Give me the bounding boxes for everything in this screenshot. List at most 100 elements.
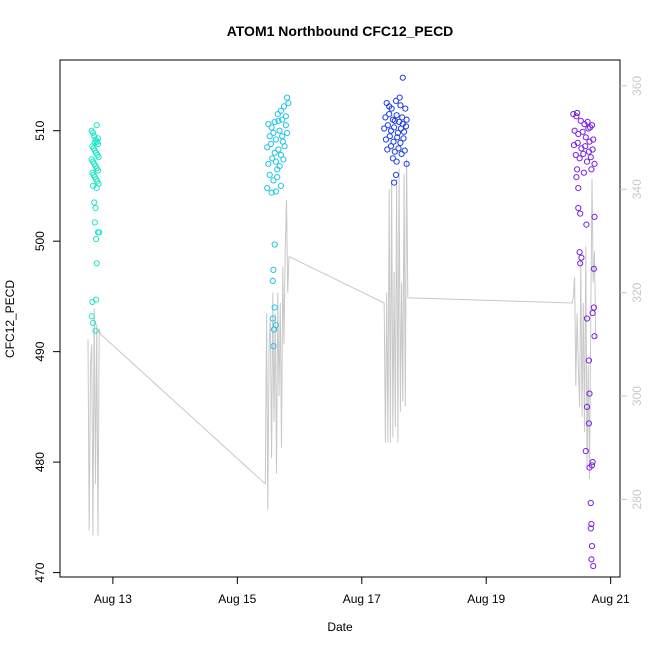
data-point-series-1: [93, 185, 100, 192]
data-point-series-2: [274, 166, 281, 173]
data-point-series-2: [277, 182, 284, 189]
data-point-series-2: [275, 146, 282, 153]
data-point-series-1: [93, 296, 100, 303]
right-axis-series-layer: [87, 158, 597, 536]
data-point-series-2: [279, 116, 286, 123]
data-point-series-4: [580, 150, 587, 157]
y-tick-label: 500: [33, 231, 47, 251]
data-point-series-4: [574, 139, 581, 146]
data-point-series-3: [399, 74, 406, 81]
data-point-series-1: [91, 219, 98, 226]
data-points-layer: [88, 74, 598, 570]
data-point-series-2: [279, 133, 286, 140]
data-point-series-1: [93, 235, 100, 243]
data-point-series-2: [267, 140, 274, 148]
data-point-series-4: [577, 260, 584, 267]
data-point-series-3: [382, 114, 389, 121]
data-point-series-3: [391, 179, 398, 186]
data-point-series-4: [586, 390, 593, 397]
data-point-series-1: [92, 327, 99, 334]
data-point-series-4: [585, 420, 593, 427]
data-point-series-3: [394, 129, 401, 136]
data-point-series-2: [279, 138, 286, 145]
data-point-series-4: [589, 146, 596, 153]
data-point-series-3: [401, 128, 408, 135]
data-point-series-4: [582, 448, 589, 455]
data-point-series-3: [394, 134, 401, 141]
x-axis-label: Date: [327, 620, 353, 634]
data-point-series-1: [93, 260, 100, 267]
data-point-series-2: [276, 127, 283, 134]
data-point-series-2: [272, 188, 279, 195]
data-point-series-4: [590, 562, 597, 570]
data-point-series-2: [268, 124, 275, 131]
data-point-series-4: [582, 143, 589, 150]
data-point-series-3: [392, 171, 400, 178]
data-point-series-4: [577, 210, 584, 217]
data-point-series-1: [93, 122, 100, 129]
y-tick-label: 510: [33, 120, 47, 140]
data-point-series-4: [580, 169, 588, 176]
data-point-series-4: [585, 357, 593, 364]
data-point-series-1: [91, 199, 98, 206]
data-point-series-3: [393, 112, 400, 119]
data-point-series-1: [89, 129, 97, 136]
x-tick-label: Aug 21: [592, 592, 630, 606]
data-point-series-2: [280, 156, 287, 163]
data-point-series-3: [392, 97, 400, 105]
data-point-series-4: [583, 158, 591, 165]
data-point-series-3: [395, 145, 402, 152]
x-tick-label: Aug 13: [94, 592, 132, 606]
data-point-series-2: [284, 129, 291, 136]
data-point-series-1: [96, 229, 103, 236]
data-point-series-2: [282, 122, 289, 129]
data-point-series-2: [270, 343, 277, 350]
data-point-series-4: [579, 128, 586, 135]
data-point-series-4: [576, 155, 583, 162]
data-point-series-3: [403, 116, 410, 123]
data-point-series-1: [89, 319, 97, 326]
data-point-series-4: [588, 556, 595, 563]
data-point-series-4: [583, 403, 591, 410]
data-point-series-4: [588, 166, 595, 173]
data-point-series-4: [586, 464, 593, 471]
data-point-series-4: [571, 127, 578, 134]
data-point-series-3: [384, 122, 391, 129]
data-point-series-2: [269, 155, 276, 162]
data-point-series-2: [266, 133, 273, 140]
data-point-series-2: [271, 241, 278, 248]
data-point-series-4: [588, 520, 595, 528]
data-point-series-4: [587, 499, 594, 507]
data-point-series-2: [280, 103, 288, 110]
data-point-series-4: [587, 525, 594, 532]
data-point-series-2: [265, 160, 272, 167]
data-point-series-3: [391, 148, 398, 155]
data-point-series-4: [591, 160, 598, 167]
data-point-series-2: [271, 304, 278, 311]
data-point-series-4: [587, 154, 594, 161]
x-tick-label: Aug 19: [467, 592, 505, 606]
data-point-series-2: [274, 111, 281, 118]
data-point-series-2: [268, 189, 275, 196]
x-tick-label: Aug 17: [343, 592, 381, 606]
data-point-series-4: [587, 124, 594, 131]
data-point-series-2: [271, 118, 278, 126]
y-tick-label: 480: [33, 452, 47, 472]
data-point-series-1: [94, 135, 102, 142]
data-point-series-4: [574, 166, 581, 173]
data-point-series-3: [401, 147, 408, 154]
data-point-series-4: [576, 249, 583, 256]
data-point-series-4: [590, 304, 598, 311]
y2-tick-label: 300: [630, 386, 644, 406]
data-point-series-3: [403, 160, 410, 167]
data-point-series-2: [266, 171, 273, 178]
plot-frame: [59, 59, 621, 578]
data-point-series-2: [272, 136, 279, 143]
data-point-series-3: [396, 94, 403, 101]
data-point-series-2: [269, 277, 276, 284]
data-point-series-3: [398, 150, 405, 157]
data-point-series-4: [590, 136, 597, 143]
data-point-series-2: [275, 117, 282, 124]
data-point-series-1: [94, 167, 102, 174]
data-point-series-3: [387, 143, 395, 150]
